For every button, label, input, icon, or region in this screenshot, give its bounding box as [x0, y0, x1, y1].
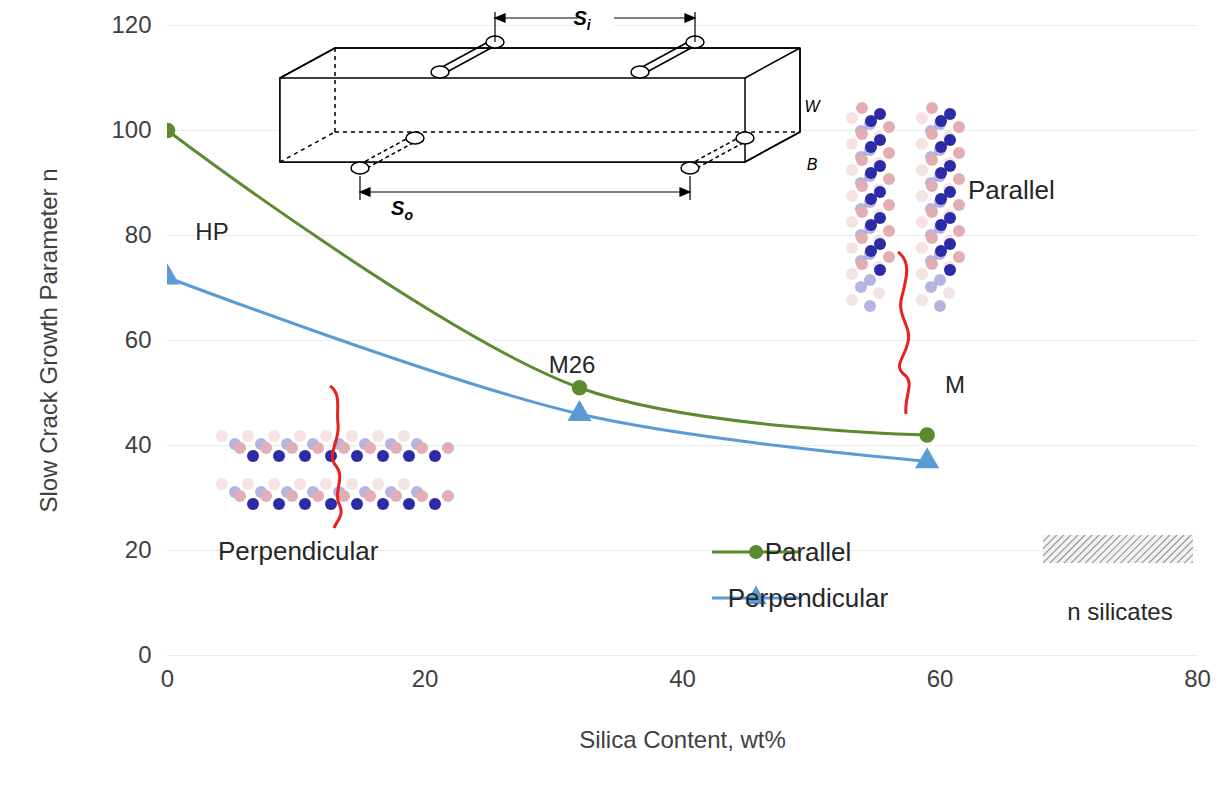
svg-text:So: So [391, 197, 413, 223]
svg-text:Perpendicular: Perpendicular [218, 536, 379, 566]
svg-text:Perpendicular: Perpendicular [728, 583, 889, 613]
svg-text:40: 40 [669, 665, 696, 692]
svg-text:120: 120 [111, 11, 151, 38]
svg-text:Parallel: Parallel [765, 537, 852, 567]
svg-text:0: 0 [161, 665, 174, 692]
svg-text:HP: HP [195, 218, 228, 245]
svg-text:B: B [807, 156, 818, 173]
svg-text:M: M [945, 371, 965, 398]
svg-text:0: 0 [138, 641, 151, 668]
svg-text:Parallel: Parallel [968, 175, 1055, 205]
svg-text:40: 40 [125, 431, 152, 458]
svg-text:Si: Si [573, 7, 591, 33]
svg-text:n silicates: n silicates [1067, 598, 1172, 625]
svg-text:Silica Content, wt%: Silica Content, wt% [579, 726, 786, 753]
svg-text:20: 20 [412, 665, 439, 692]
svg-text:60: 60 [927, 665, 954, 692]
svg-text:W: W [804, 98, 821, 115]
svg-text:60: 60 [125, 326, 152, 353]
svg-text:M26: M26 [549, 351, 596, 378]
svg-text:80: 80 [1184, 665, 1211, 692]
svg-text:20: 20 [125, 536, 152, 563]
svg-text:Slow Crack Growth Parameter n: Slow Crack Growth Parameter n [35, 168, 62, 512]
svg-text:100: 100 [111, 116, 151, 143]
svg-text:80: 80 [125, 221, 152, 248]
